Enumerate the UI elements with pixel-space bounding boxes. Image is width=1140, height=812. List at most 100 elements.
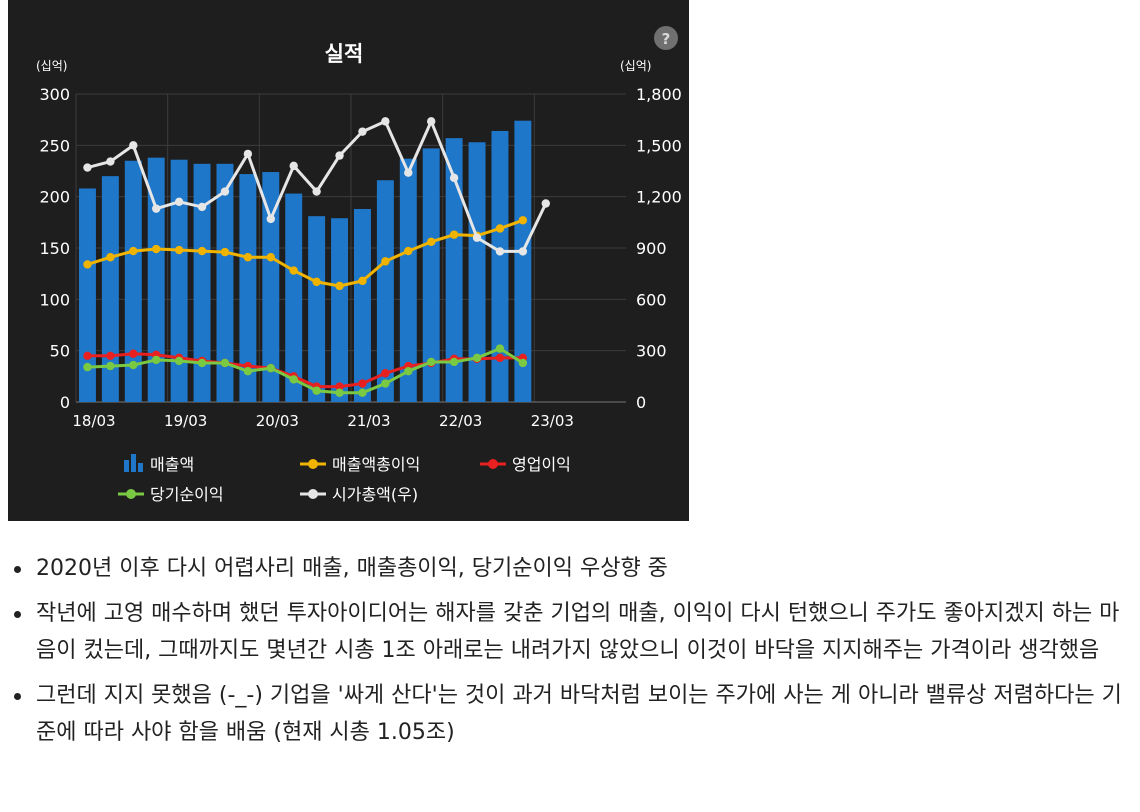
note-item: 작년에 고영 매수하며 했던 투자아이디어는 해자를 갖춘 기업의 매출, 이익… bbox=[10, 595, 1135, 669]
help-icon[interactable]: ? bbox=[654, 26, 678, 50]
x-tick-label: 23/03 bbox=[531, 412, 574, 430]
bar-21/03 bbox=[353, 208, 371, 402]
point-시가총액(우) bbox=[152, 204, 161, 213]
point-시가총액(우) bbox=[220, 187, 230, 196]
x-tick-label: 19/03 bbox=[164, 412, 207, 430]
point-당기순이익 bbox=[152, 355, 161, 365]
notes-list: 2020년 이후 다시 어렵사리 매출, 매출총이익, 당기순이익 우상향 중 … bbox=[10, 550, 1135, 759]
point-시가총액(우) bbox=[541, 199, 550, 208]
point-매출액총이익 bbox=[289, 266, 298, 275]
bar-21/09 bbox=[399, 158, 417, 402]
chart-title: 실적 bbox=[325, 42, 364, 66]
point-시가총액(우) bbox=[518, 247, 528, 256]
point-매출액총이익 bbox=[427, 237, 436, 247]
bar-18/03 bbox=[78, 188, 96, 402]
point-시가총액(우) bbox=[335, 151, 344, 160]
y-left-tick-label: 0 bbox=[60, 393, 70, 412]
legend-swatch bbox=[488, 459, 498, 469]
point-당기순이익 bbox=[495, 344, 505, 353]
y-left-tick-label: 50 bbox=[50, 342, 70, 361]
y-right-tick-label: 0 bbox=[636, 393, 646, 412]
legend-swatch bbox=[124, 460, 129, 472]
point-당기순이익 bbox=[106, 361, 115, 371]
point-당기순이익 bbox=[358, 388, 367, 397]
legend-swatch bbox=[308, 459, 318, 469]
point-시가총액(우) bbox=[289, 161, 298, 171]
point-당기순이익 bbox=[335, 388, 344, 397]
legend-label: 당기순이익 bbox=[150, 485, 224, 504]
point-시가총액(우) bbox=[449, 173, 459, 183]
point-당기순이익 bbox=[83, 362, 92, 372]
point-당기순이익 bbox=[129, 360, 138, 370]
point-매출액총이익 bbox=[197, 246, 207, 256]
performance-chart: 300 1,800 250 1,500 200 1,200 150 900 100 600 50 30… bbox=[36, 26, 682, 504]
bar-19/03 bbox=[170, 159, 188, 402]
point-당기순이익 bbox=[449, 357, 459, 367]
bar-20/09 bbox=[308, 216, 326, 402]
point-영업이익 bbox=[335, 382, 344, 391]
bar-22/03 bbox=[445, 138, 463, 402]
left-axis-unit: (십억) bbox=[36, 59, 67, 73]
point-시가총액(우) bbox=[129, 141, 138, 150]
point-시가총액(우) bbox=[427, 117, 436, 126]
y-right-tick-label: 1,800 bbox=[636, 85, 682, 104]
point-당기순이익 bbox=[404, 367, 413, 376]
point-매출액총이익 bbox=[495, 224, 505, 233]
note-item: 그런데 지지 못했음 (-_-) 기업을 '싸게 산다'는 것이 과거 바닥처럼… bbox=[10, 677, 1135, 751]
point-매출액총이익 bbox=[152, 244, 161, 254]
point-매출액총이익 bbox=[174, 245, 184, 255]
y-right-tick-label: 600 bbox=[636, 290, 667, 309]
point-당기순이익 bbox=[312, 386, 321, 395]
bar-18/12 bbox=[147, 157, 165, 402]
y-right-tick-label: 1,500 bbox=[636, 136, 682, 155]
chart-panel: 300 1,800 250 1,500 200 1,200 150 900 100 600 50 30… bbox=[8, 0, 689, 521]
legend-swatch bbox=[131, 454, 136, 472]
bar-20/12 bbox=[331, 218, 349, 402]
legend-swatch bbox=[126, 489, 136, 499]
point-시가총액(우) bbox=[174, 197, 184, 206]
note-item: 2020년 이후 다시 어렵사리 매출, 매출총이익, 당기순이익 우상향 중 bbox=[10, 550, 1135, 587]
point-당기순이익 bbox=[518, 358, 528, 368]
point-당기순이익 bbox=[472, 353, 482, 363]
point-당기순이익 bbox=[427, 357, 436, 367]
point-시가총액(우) bbox=[404, 168, 413, 177]
point-시가총액(우) bbox=[243, 149, 253, 159]
y-right-tick-label: 300 bbox=[636, 342, 667, 361]
point-영업이익 bbox=[495, 353, 505, 363]
bar-21/12 bbox=[422, 148, 440, 402]
point-당기순이익 bbox=[266, 363, 275, 373]
x-tick-label: 20/03 bbox=[256, 412, 299, 430]
point-시가총액(우) bbox=[381, 117, 390, 126]
point-시가총액(우) bbox=[106, 157, 115, 166]
y-left-tick-label: 100 bbox=[39, 290, 70, 309]
point-당기순이익 bbox=[243, 367, 253, 376]
bar-18/06 bbox=[101, 176, 119, 402]
point-매출액총이익 bbox=[83, 260, 92, 269]
bar-20/03 bbox=[262, 172, 280, 402]
y-left-tick-label: 300 bbox=[39, 85, 70, 104]
point-매출액총이익 bbox=[449, 230, 459, 239]
point-매출액총이익 bbox=[381, 257, 390, 266]
point-매출액총이익 bbox=[358, 276, 367, 286]
point-시가총액(우) bbox=[83, 163, 92, 172]
point-당기순이익 bbox=[197, 358, 207, 368]
point-매출액총이익 bbox=[243, 253, 253, 262]
legend-label: 매출액총이익 bbox=[332, 455, 420, 474]
legend-item: 영업이익 bbox=[480, 455, 571, 474]
right-axis-unit: (십억) bbox=[620, 59, 651, 73]
bar-19/09 bbox=[216, 163, 234, 402]
bar-18/09 bbox=[124, 160, 142, 402]
point-매출액총이익 bbox=[266, 253, 275, 262]
legend-label: 시가총액(우) bbox=[332, 485, 418, 504]
bar-22/12 bbox=[514, 120, 532, 403]
point-시가총액(우) bbox=[358, 127, 367, 136]
bar-19/06 bbox=[193, 163, 211, 402]
legend-item: 당기순이익 bbox=[118, 485, 224, 504]
y-left-tick-label: 250 bbox=[39, 136, 70, 155]
point-매출액총이익 bbox=[220, 247, 230, 257]
point-영업이익 bbox=[106, 351, 115, 360]
point-당기순이익 bbox=[220, 358, 230, 368]
point-당기순이익 bbox=[289, 375, 298, 384]
point-시가총액(우) bbox=[197, 202, 207, 212]
